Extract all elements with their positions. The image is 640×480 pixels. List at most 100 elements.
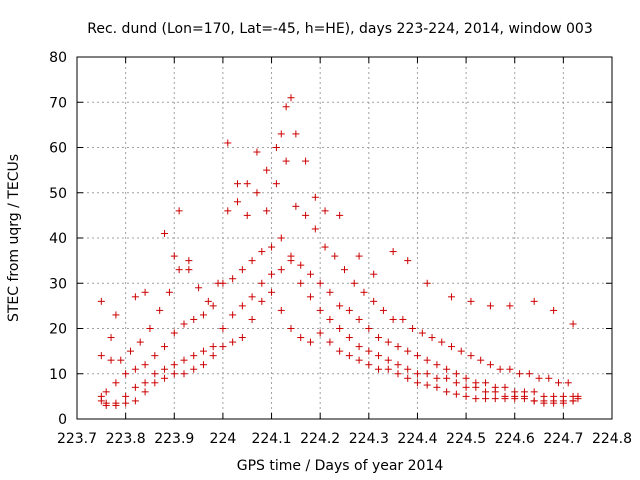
data-point: [306, 270, 314, 278]
data-point: [530, 297, 538, 305]
data-point: [238, 266, 246, 274]
data-point: [170, 329, 178, 337]
data-point: [117, 356, 125, 364]
data-point: [452, 370, 460, 378]
data-point: [404, 347, 412, 355]
data-point: [190, 315, 198, 323]
data-point: [219, 325, 227, 332]
data-point: [204, 297, 212, 305]
data-point: [263, 166, 271, 174]
data-point: [102, 388, 110, 396]
data-point: [127, 347, 134, 355]
data-point: [389, 315, 397, 323]
data-point: [516, 370, 524, 378]
x-tick-label: 224.4: [397, 431, 437, 447]
data-point: [131, 293, 139, 301]
data-point: [248, 257, 256, 265]
data-point: [394, 361, 402, 369]
data-point: [161, 374, 169, 382]
data-point: [122, 392, 130, 400]
data-point: [423, 279, 431, 287]
data-point: [491, 388, 499, 396]
data-point: [535, 374, 543, 382]
y-tick-label: 70: [49, 95, 67, 111]
data-point: [365, 325, 373, 332]
data-point: [97, 392, 105, 400]
data-point: [185, 266, 193, 274]
data-point: [180, 320, 188, 328]
data-point: [102, 401, 110, 409]
data-point: [506, 365, 514, 373]
data-point: [268, 270, 276, 278]
y-tick-label: 0: [58, 412, 67, 428]
y-tick-label: 40: [49, 231, 67, 247]
data-point: [161, 343, 169, 351]
data-point: [389, 248, 397, 256]
data-point: [423, 370, 431, 378]
data-point: [209, 343, 217, 351]
data-point: [234, 198, 241, 206]
data-point: [501, 392, 509, 400]
data-point: [341, 266, 348, 274]
data-point: [413, 379, 421, 387]
data-point: [302, 157, 310, 165]
data-point: [550, 306, 558, 314]
y-tick-label: 50: [49, 186, 67, 202]
plot-frame: [76, 56, 613, 420]
data-point: [161, 229, 169, 237]
data-point: [336, 211, 344, 219]
data-point: [423, 356, 431, 364]
data-point: [316, 329, 324, 337]
data-point: [238, 334, 246, 342]
data-point: [170, 252, 178, 260]
data-point: [161, 365, 169, 373]
data-point: [472, 395, 480, 403]
data-point: [448, 293, 455, 301]
data-point: [559, 397, 567, 405]
y-tick-label: 10: [49, 367, 67, 383]
x-tick-label: 224.1: [251, 431, 291, 447]
data-point: [141, 379, 149, 387]
data-point: [438, 338, 446, 346]
data-point: [462, 392, 470, 400]
data-point: [336, 302, 344, 310]
x-tick-label: 224.5: [446, 431, 486, 447]
data-point: [292, 202, 300, 210]
data-point: [550, 397, 558, 405]
data-point: [418, 329, 426, 337]
data-point: [443, 374, 451, 382]
data-point: [272, 180, 280, 188]
data-point: [122, 370, 130, 378]
data-point: [136, 338, 144, 346]
data-point: [384, 338, 392, 346]
data-point: [365, 361, 373, 369]
data-point: [282, 103, 290, 111]
data-point: [321, 207, 329, 215]
x-tick-label: 224.7: [543, 431, 583, 447]
data-point: [97, 297, 105, 305]
y-tick-labels: 0 10 20 30 40 50 60 70 80: [49, 50, 67, 428]
data-point: [574, 392, 582, 400]
data-point: [277, 266, 285, 274]
x-tick-label: 223.7: [57, 431, 97, 447]
data-point: [277, 234, 285, 242]
data-point: [316, 306, 324, 314]
data-point: [107, 334, 115, 342]
data-point: [175, 207, 183, 215]
data-point: [277, 306, 285, 314]
data-point: [555, 379, 562, 387]
data-point: [404, 365, 412, 373]
data-point: [311, 193, 319, 201]
data-point: [501, 383, 509, 391]
data-point: [520, 392, 528, 400]
data-point: [107, 356, 115, 364]
data-point: [243, 211, 251, 219]
data-point: [146, 325, 154, 332]
data-point: [287, 257, 295, 265]
data-point: [569, 397, 577, 405]
y-tick-label: 20: [49, 322, 67, 338]
y-tick-label: 80: [49, 50, 67, 66]
data-point: [229, 338, 237, 346]
data-point: [506, 302, 514, 310]
y-tick-label: 30: [49, 276, 67, 292]
